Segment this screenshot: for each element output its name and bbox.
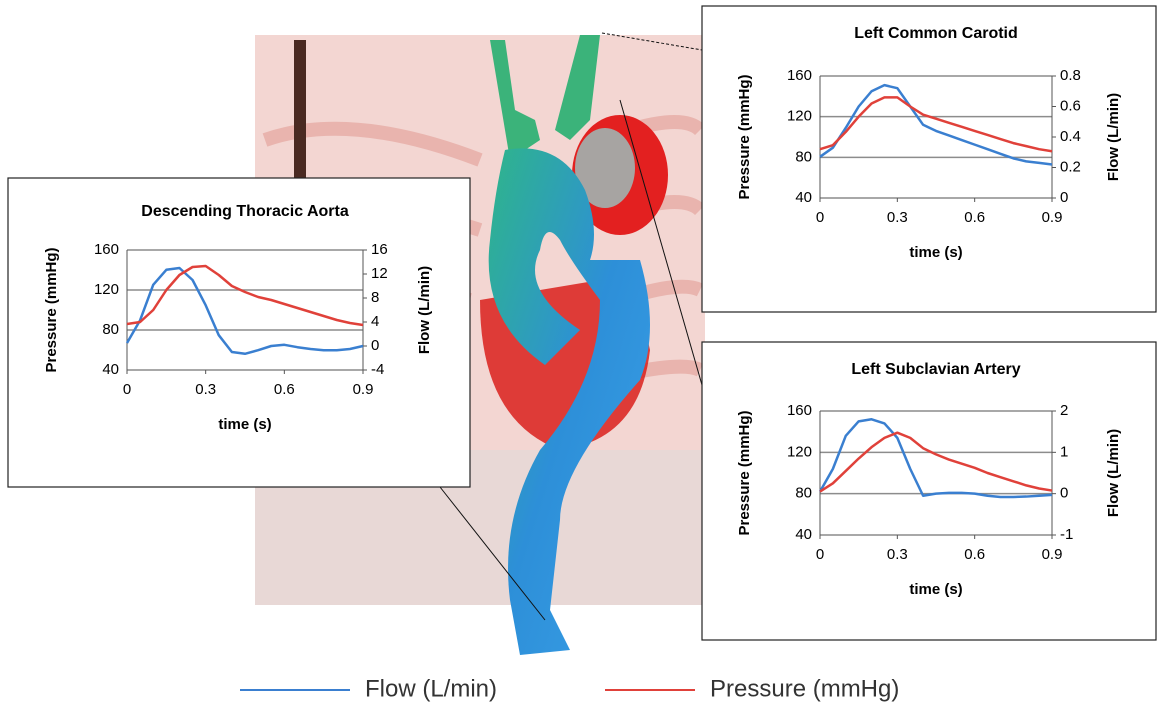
y2-tick-label: 0 xyxy=(1060,485,1068,502)
y-tick-label: 40 xyxy=(795,526,812,543)
panel-frame xyxy=(701,341,1157,641)
x-tick-label: 0.6 xyxy=(964,209,985,226)
y-tick-label: 160 xyxy=(787,402,812,419)
chart-title: Descending Thoracic Aorta xyxy=(141,203,349,220)
legend-label: Flow (L/min) xyxy=(365,675,497,702)
data-line xyxy=(819,431,1053,493)
y2-tick-label: -4 xyxy=(371,361,384,378)
data-line xyxy=(818,418,1053,499)
y-axis-label: Pressure (mmHg) xyxy=(736,410,753,535)
x-tick-label: 0.9 xyxy=(353,381,374,398)
data-line xyxy=(126,264,364,327)
branches xyxy=(490,35,600,160)
data-line xyxy=(125,266,364,356)
callout-lines xyxy=(439,32,703,621)
y2-tick-label: 0 xyxy=(1060,189,1068,206)
x-tick-label: 0.6 xyxy=(274,381,295,398)
y-tick-label: 120 xyxy=(94,281,119,298)
x-tick-label: 0 xyxy=(123,381,131,398)
y2-tick-label: 0.6 xyxy=(1060,97,1081,114)
y-tick-label: 80 xyxy=(795,485,812,502)
y2-tick-label: 0.8 xyxy=(1060,67,1081,84)
x-tick-label: 0.3 xyxy=(195,381,216,398)
chart-title: Left Subclavian Artery xyxy=(851,361,1020,378)
chart-title: Left Common Carotid xyxy=(854,25,1018,42)
x-axis-label: time (s) xyxy=(909,581,962,598)
panels: Descending Thoracic Aorta4080120160-4048… xyxy=(7,5,1157,641)
x-axis-label: time (s) xyxy=(218,416,271,433)
y2-tick-label: 0.2 xyxy=(1060,158,1081,175)
y-tick-label: 160 xyxy=(787,67,812,84)
y2-axis-label: Flow (L/min) xyxy=(1105,429,1122,517)
y2-tick-label: 1 xyxy=(1060,443,1068,460)
y2-tick-label: 12 xyxy=(371,265,388,282)
arch-grey xyxy=(575,128,635,208)
y2-tick-label: -1 xyxy=(1060,526,1073,543)
x-tick-label: 0 xyxy=(816,209,824,226)
panel-frame xyxy=(701,5,1157,313)
y-tick-label: 80 xyxy=(102,321,119,338)
panel-frame xyxy=(7,177,471,488)
y-tick-label: 40 xyxy=(102,361,119,378)
x-tick-label: 0.6 xyxy=(964,546,985,563)
y-tick-label: 80 xyxy=(795,148,812,165)
y-tick-label: 120 xyxy=(787,108,812,125)
y-axis-label: Pressure (mmHg) xyxy=(43,247,60,372)
y2-axis-label: Flow (L/min) xyxy=(416,266,433,354)
anatomy-render xyxy=(255,35,705,656)
x-tick-label: 0.3 xyxy=(887,209,908,226)
data-line xyxy=(819,83,1053,166)
y2-tick-label: 4 xyxy=(371,313,379,330)
x-tick-label: 0.9 xyxy=(1042,209,1063,226)
y2-axis-label: Flow (L/min) xyxy=(1105,93,1122,181)
x-tick-label: 0.9 xyxy=(1042,546,1063,563)
y-axis-label: Pressure (mmHg) xyxy=(736,74,753,199)
data-line xyxy=(819,96,1053,153)
x-axis-label: time (s) xyxy=(909,244,962,261)
y2-tick-label: 8 xyxy=(371,289,379,306)
aorta xyxy=(488,148,650,656)
legend-label: Pressure (mmHg) xyxy=(710,675,899,702)
x-tick-label: 0 xyxy=(816,546,824,563)
legend: Flow (L/min) Pressure (mmHg) xyxy=(240,675,899,702)
y-tick-label: 120 xyxy=(787,443,812,460)
y2-tick-label: 0 xyxy=(371,337,379,354)
y2-tick-label: 0.4 xyxy=(1060,128,1081,145)
y-tick-label: 40 xyxy=(795,189,812,206)
y-tick-label: 160 xyxy=(94,241,119,258)
y2-tick-label: 2 xyxy=(1060,402,1068,419)
y2-tick-label: 16 xyxy=(371,241,388,258)
x-tick-label: 0.3 xyxy=(887,546,908,563)
